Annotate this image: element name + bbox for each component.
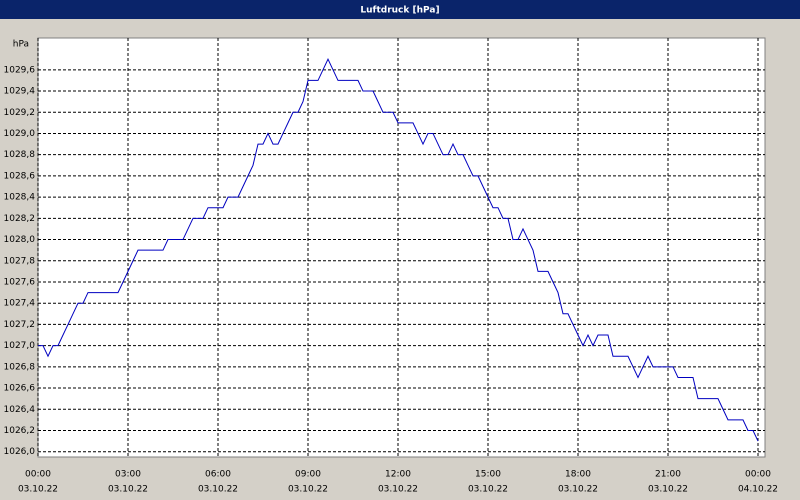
x-tick-label: 06:00 [205,470,231,480]
x-tick-date: 03.10.22 [558,485,598,495]
y-tick-label: 1028,8 [4,150,36,160]
y-tick-label: 1026,0 [4,447,36,457]
y-tick-label: 1027,6 [4,277,36,287]
x-tick-date: 03.10.22 [18,485,58,495]
x-tick-label: 09:00 [295,470,321,480]
x-tick-date: 03.10.22 [648,485,688,495]
x-tick-date: 03.10.22 [378,485,418,495]
y-tick-label: 1026,8 [4,362,36,372]
plot-area [37,37,766,458]
y-tick-label: 1029,2 [4,108,36,118]
y-tick-label: 1026,2 [4,426,36,436]
y-tick-label: 1027,2 [4,320,36,330]
x-tick-date: 03.10.22 [108,485,148,495]
data-line [38,58,759,442]
x-tick-label: 18:00 [565,470,591,480]
x-tick-label: 12:00 [385,470,411,480]
y-tick-label: 1027,4 [4,299,36,309]
x-tick-label: 03:00 [115,470,141,480]
y-tick-label: 1029,4 [4,87,36,97]
y-tick-label: 1029,0 [4,129,36,139]
x-tick-date: 04.10.22 [738,485,778,495]
x-tick-label: 00:00 [745,470,771,480]
x-tick-label: 21:00 [655,470,681,480]
y-tick-label: 1027,8 [4,256,36,266]
x-tick-date: 03.10.22 [198,485,238,495]
title-bar [0,0,800,19]
y-axis-label: hPa [13,40,29,50]
x-tick-date: 03.10.22 [288,485,328,495]
y-tick-label: 1027,0 [4,341,36,351]
x-tick-label: 15:00 [475,470,501,480]
y-tick-label: 1028,6 [4,171,36,181]
y-tick-label: 1026,4 [4,405,36,415]
chart-title: Luftdruck [hPa] [360,6,439,16]
y-tick-label: 1028,4 [4,193,36,203]
x-tick-date: 03.10.22 [468,485,508,495]
y-tick-label: 1029,6 [4,65,36,75]
y-tick-label: 1026,6 [4,384,36,394]
y-tick-label: 1028,2 [4,214,36,224]
y-tick-label: 1028,0 [4,235,36,245]
x-tick-label: 00:00 [25,470,51,480]
